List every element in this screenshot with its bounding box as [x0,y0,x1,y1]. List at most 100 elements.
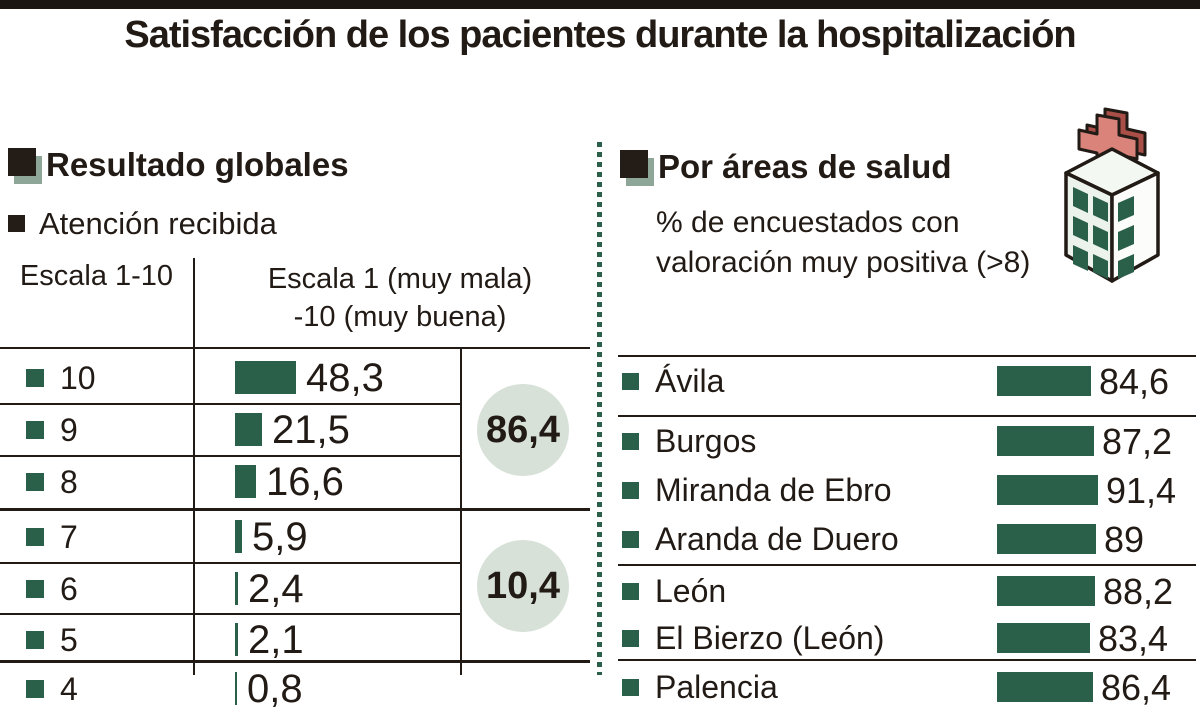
square-bullet-icon [8,215,25,232]
area-bar [997,672,1093,702]
area-bullet-icon [622,630,639,647]
row-line [0,455,460,457]
area-row: León 88,2 [618,567,1196,616]
group-line [0,660,590,663]
heading-bullet-icon [620,150,648,178]
right-section-note: % de encuestados con valoración muy posi… [656,203,1030,283]
dashed-divider [597,142,602,675]
score-label: 5 [60,622,78,658]
area-bar [997,475,1098,505]
area-bar [997,623,1090,653]
area-bullet-icon [622,482,639,499]
score-bullet-icon [26,680,44,698]
area-bar [997,426,1094,456]
score-label: 10 [60,360,96,396]
hospital-icon [1064,107,1160,283]
score-bar [235,572,238,605]
group-total-circle-high: 86,4 [477,384,569,476]
area-label: Palencia [655,669,778,705]
area-value: 91,4 [1106,470,1177,511]
area-row: Palencia 86,4 [618,663,1196,712]
note-line1: % de encuestados con [656,206,960,239]
score-row: 10 48,3 [0,352,590,404]
left-section-heading: Resultado globales [46,146,349,183]
area-row: El Bierzo (León) 83,4 [618,614,1196,663]
score-row: 6 2,4 [0,563,590,615]
group-total-circle-mid: 10,4 [477,540,569,632]
score-label: 8 [60,464,78,500]
bar-column-header-line2: -10 (muy buena) [293,301,507,333]
score-bar [235,672,237,705]
score-value: 21,5 [272,408,350,452]
top-rule-bar [0,0,1200,9]
score-label: 7 [60,519,78,555]
table-top-line [0,347,590,349]
score-value: 2,4 [248,567,304,611]
infographic-title: Satisfacción de los pacientes durante la… [124,14,1076,56]
left-subheading-row: Atención recibida [8,206,277,242]
score-bullet-icon [26,421,44,439]
score-bar [235,465,256,498]
area-bullet-icon [622,433,639,450]
area-bullet-icon [622,531,639,548]
left-subheading: Atención recibida [39,206,277,241]
area-group-line [618,564,1196,566]
area-row: Ávila 84,6 [618,357,1196,406]
right-section-heading: Por áreas de salud [658,148,952,185]
area-row: Burgos 87,2 [618,417,1196,466]
area-bar [997,366,1091,396]
score-row: 5 2,1 [0,614,590,666]
area-bullet-icon [622,679,639,696]
area-value: 83,4 [1098,618,1169,659]
area-value: 84,6 [1099,361,1170,402]
score-value: 48,3 [306,356,384,400]
score-row: 9 21,5 [0,404,590,456]
area-label: Aranda de Duero [655,521,899,557]
area-row: Miranda de Ebro 91,4 [618,466,1196,515]
score-bar [235,413,262,446]
score-label: 6 [60,571,78,607]
score-bullet-icon [26,369,44,387]
score-row: 7 5,9 [0,511,590,563]
score-bullet-icon [26,473,44,491]
bar-column-header-line1: Escala 1 (muy mala) [267,263,533,295]
area-label: Ávila [655,363,725,399]
area-value: 89 [1104,519,1145,560]
score-bullet-icon [26,580,44,598]
area-bar [997,576,1095,606]
row-line [0,562,460,564]
area-label: Burgos [655,423,757,459]
score-value: 0,8 [247,667,303,711]
area-group-line [618,659,1196,661]
area-bullet-icon [622,373,639,390]
row-line [0,613,460,615]
area-group-line [618,415,1196,417]
area-label: Miranda de Ebro [655,472,892,508]
score-row: 4 0,8 [0,663,590,715]
score-bar [235,520,242,553]
area-label: El Bierzo (León) [655,620,885,656]
scale-column-header: Escala 1-10 [19,260,174,292]
hospital-windows [1073,187,1134,279]
area-group-line [618,355,1196,357]
heading-bullet-icon [8,148,36,176]
area-value: 86,4 [1101,667,1172,708]
score-value: 16,6 [266,460,344,504]
score-value: 5,9 [252,515,308,559]
group-line [0,508,590,511]
area-bullet-icon [622,583,639,600]
area-value: 87,2 [1102,421,1173,462]
score-bar [235,361,296,394]
area-value: 88,2 [1103,571,1174,612]
score-label: 4 [60,671,78,707]
area-row: Aranda de Duero 89 [618,515,1196,564]
area-label: León [655,573,727,609]
score-bar [235,623,238,656]
score-bullet-icon [26,631,44,649]
area-bar [997,524,1096,554]
score-row: 8 16,6 [0,456,590,508]
note-line2: valoración muy positiva (>8) [656,246,1031,279]
score-bullet-icon [26,528,44,546]
score-label: 9 [60,412,78,448]
